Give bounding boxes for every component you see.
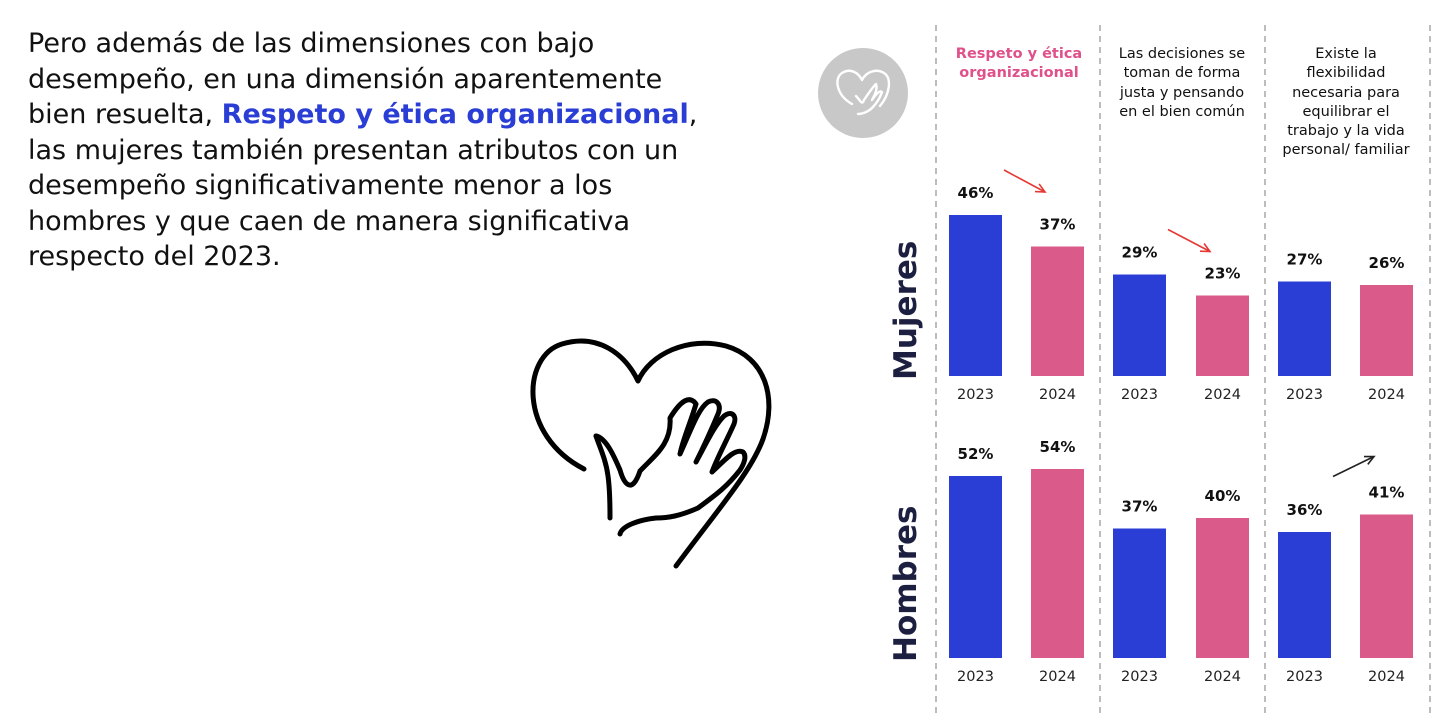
bar-hombres-c2-2024 bbox=[1360, 514, 1413, 658]
year-label-mujeres-c0-2024: 2024 bbox=[1039, 387, 1076, 403]
year-label-hombres-c2-2023: 2023 bbox=[1286, 669, 1323, 685]
year-label-hombres-c2-2024: 2024 bbox=[1368, 669, 1405, 685]
bar-mujeres-c2-2024 bbox=[1360, 285, 1413, 376]
bar-mujeres-c0-2024 bbox=[1031, 246, 1084, 376]
column-title-2: Existe la flexibilidad necesaria para eq… bbox=[1282, 46, 1410, 159]
bar-mujeres-c0-2023 bbox=[949, 215, 1002, 376]
value-label-hombres-c1-2023: 37% bbox=[1122, 498, 1158, 516]
year-label-hombres-c0-2023: 2023 bbox=[957, 669, 994, 685]
intro-text-2: , las mujeres también presentan atributo… bbox=[28, 99, 698, 272]
year-label-hombres-c1-2023: 2023 bbox=[1121, 669, 1158, 685]
value-label-hombres-c1-2024: 40% bbox=[1205, 487, 1241, 505]
value-label-mujeres-c1-2023: 29% bbox=[1122, 244, 1158, 262]
intro-highlight: Respeto y ética organizacional bbox=[221, 99, 689, 130]
bar-hombres-c0-2024 bbox=[1031, 469, 1084, 658]
intro-paragraph: Pero además de las dimensiones con bajo … bbox=[28, 26, 728, 275]
value-label-hombres-c2-2024: 41% bbox=[1369, 484, 1405, 502]
value-label-hombres-c0-2024: 54% bbox=[1040, 438, 1076, 456]
column-title-1: Las decisiones se toman de forma justa y… bbox=[1118, 46, 1246, 120]
bar-mujeres-c1-2024 bbox=[1196, 295, 1249, 376]
trend-arrow-0 bbox=[1003, 169, 1047, 193]
bar-hombres-c1-2023 bbox=[1113, 528, 1166, 658]
year-label-mujeres-c0-2023: 2023 bbox=[957, 387, 994, 403]
bar-hombres-c0-2023 bbox=[949, 476, 1002, 658]
year-label-mujeres-c1-2024: 2024 bbox=[1204, 387, 1241, 403]
value-label-hombres-c2-2023: 36% bbox=[1287, 501, 1323, 519]
year-label-mujeres-c2-2023: 2023 bbox=[1286, 387, 1323, 403]
heart-hand-badge-icon bbox=[818, 48, 908, 138]
bar-hombres-c1-2024 bbox=[1196, 518, 1249, 658]
value-label-mujeres-c1-2024: 23% bbox=[1205, 265, 1241, 283]
year-label-mujeres-c1-2023: 2023 bbox=[1121, 387, 1158, 403]
heart-hand-icon bbox=[530, 338, 772, 569]
trend-arrow-1 bbox=[1167, 228, 1212, 253]
value-label-mujeres-c2-2023: 27% bbox=[1287, 251, 1323, 269]
value-label-mujeres-c2-2024: 26% bbox=[1369, 254, 1405, 272]
bar-hombres-c2-2023 bbox=[1278, 532, 1331, 658]
bar-mujeres-c1-2023 bbox=[1113, 274, 1166, 376]
trend-arrow-2 bbox=[1332, 455, 1376, 478]
value-label-mujeres-c0-2024: 37% bbox=[1040, 216, 1076, 234]
year-label-hombres-c1-2024: 2024 bbox=[1204, 669, 1241, 685]
value-label-hombres-c0-2023: 52% bbox=[958, 445, 994, 463]
year-label-hombres-c0-2024: 2024 bbox=[1039, 669, 1076, 685]
value-label-mujeres-c0-2023: 46% bbox=[958, 184, 994, 202]
intro-text-1: Pero además de las dimensiones con bajo … bbox=[28, 28, 663, 130]
bar-mujeres-c2-2023 bbox=[1278, 281, 1331, 376]
year-label-mujeres-c2-2024: 2024 bbox=[1368, 387, 1405, 403]
column-title-0: Respeto y ética organizacional bbox=[955, 46, 1083, 82]
